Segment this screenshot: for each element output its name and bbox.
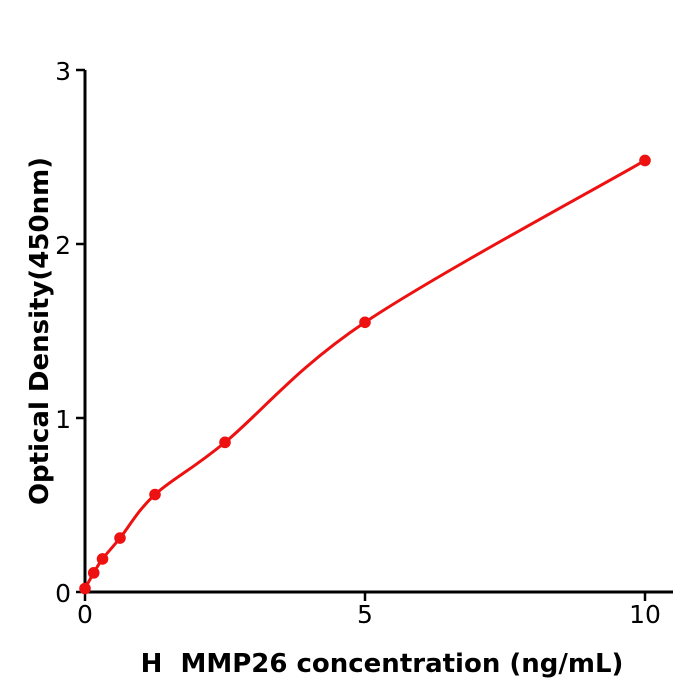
data-point — [219, 436, 231, 449]
data-point — [149, 488, 161, 501]
x-tick-label: 10 — [629, 600, 661, 629]
data-point — [96, 553, 109, 565]
x-tick-label: 0 — [77, 600, 93, 629]
fit-curve-path — [83, 159, 646, 590]
y-tick-label: 1 — [55, 405, 71, 434]
data-point — [114, 532, 126, 544]
x-axis-title: H MMP26 concentration (ng/mL) — [140, 649, 624, 679]
y-tick-label: 3 — [55, 57, 71, 86]
data-point — [359, 316, 371, 329]
axis-ticks — [76, 68, 647, 601]
data-point — [79, 582, 91, 595]
y-axis-title: Optical Density(450nm) — [25, 156, 55, 506]
data-point — [87, 567, 100, 579]
axes — [83, 70, 673, 594]
y-tick-label: 0 — [55, 579, 71, 608]
y-tick-label: 2 — [55, 231, 71, 260]
data-point — [639, 154, 651, 167]
x-tick-label: 5 — [357, 600, 373, 629]
fitted-curve — [83, 159, 646, 590]
data-points — [79, 154, 651, 595]
axis-tick-labels: 0 5 10 0 1 2 3 — [55, 57, 661, 629]
